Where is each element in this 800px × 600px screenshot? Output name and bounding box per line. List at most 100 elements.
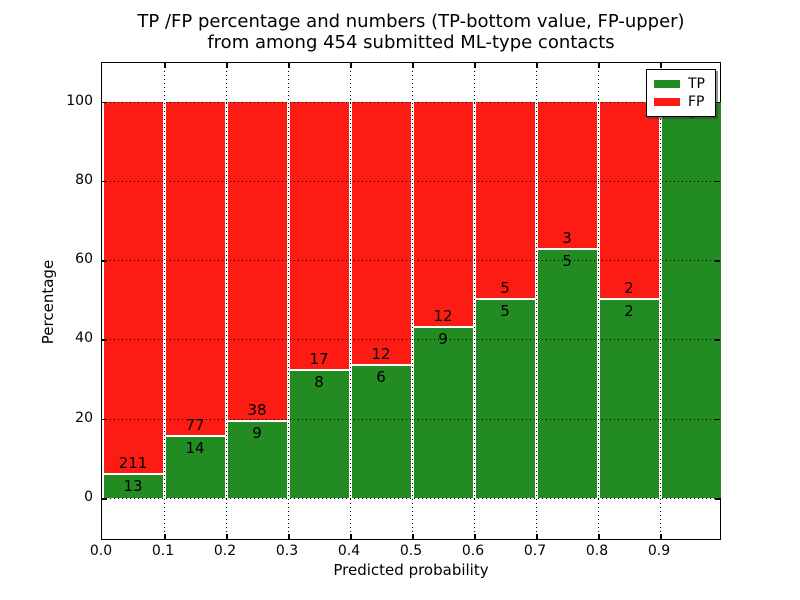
x-tick-label: 0.0 (89, 543, 113, 559)
legend-item-fp: FP (654, 93, 709, 111)
fp-count-label: 5 (500, 278, 510, 297)
y-tick-left (102, 260, 107, 262)
x-tick-bottom (412, 534, 414, 539)
chart-title: TP /FP percentage and numbers (TP-bottom… (137, 11, 685, 32)
fp-count-label: 38 (247, 401, 267, 420)
bar-segment-fp (537, 101, 597, 249)
fp-count-label: 17 (309, 350, 329, 369)
v-gridline (412, 63, 413, 539)
bar-segment-tp (227, 422, 287, 498)
bar-segment-fp (599, 101, 659, 298)
fp-count-label: 12 (433, 307, 453, 326)
x-tick-top (536, 63, 538, 68)
x-tick-label: 0.7 (523, 543, 547, 559)
x-tick-label: 0.2 (213, 543, 237, 559)
tp-legend-label: TP (688, 76, 705, 92)
bar-segment-tp (103, 474, 163, 498)
fp-count-label: 77 (185, 416, 205, 434)
y-tick-label: 40 (75, 330, 93, 347)
y-tick-right (715, 260, 720, 262)
fp-count-label: 3 (562, 229, 572, 248)
y-tick-left (102, 418, 107, 421)
x-tick-top (474, 63, 476, 68)
x-tick-label: 0.3 (275, 543, 299, 559)
legend-item-tp: TP (654, 75, 709, 93)
bar-segment-tp (351, 365, 411, 498)
y-tick-label: 100 (66, 92, 93, 109)
tp-count-label: 13 (123, 476, 143, 495)
v-gridline (598, 63, 599, 539)
fp-legend-swatch (654, 98, 680, 106)
tp-count-label: 9 (252, 424, 262, 443)
y-tick-label: 60 (75, 251, 93, 268)
tp-legend-swatch (654, 80, 680, 88)
v-gridline (660, 63, 661, 539)
v-gridline (164, 63, 165, 539)
h-gridline (102, 418, 720, 420)
bar-segment-tp (289, 371, 349, 498)
x-tick-top (350, 63, 352, 68)
v-gridline (536, 63, 537, 539)
h-gridline (102, 339, 720, 341)
bar-segment-tp (475, 299, 535, 498)
tp-count-label: 9 (438, 330, 448, 349)
y-tick-right (715, 418, 720, 421)
y-tick-right (715, 180, 720, 183)
y-tick-label: 0 (84, 489, 93, 505)
x-tick-bottom (350, 534, 352, 539)
fp-count-label: 2 (624, 278, 634, 297)
tp-count-label: 5 (500, 301, 510, 320)
bar-segment-fp (103, 101, 163, 473)
h-gridline (102, 260, 720, 262)
bar-segment-tp (661, 101, 721, 498)
x-tick-label: 0.6 (461, 543, 485, 559)
h-gridline (102, 180, 720, 182)
x-tick-label: 0.4 (337, 543, 361, 559)
bar-segment-tp (537, 250, 597, 498)
bar-segment-fp (351, 101, 411, 364)
x-tick-top (226, 63, 228, 68)
x-tick-top (660, 63, 662, 68)
tp-count-label: 2 (624, 301, 634, 320)
x-tick-label: 0.9 (647, 543, 671, 559)
y-tick-label: 80 (75, 171, 93, 188)
chart-title-block: TP /FP percentage and numbers (TP-bottom… (101, 11, 721, 53)
tp-count-label: 8 (314, 373, 324, 392)
y-axis-label: Percentage (39, 259, 57, 345)
plot-area: TP FP 21113771438917812612955352206 (101, 62, 721, 540)
y-tick-right (715, 339, 720, 341)
bar-segment-fp (413, 101, 473, 327)
fp-count-label: 12 (371, 344, 391, 363)
y-tick-label: 20 (75, 409, 93, 426)
bar-segment-tp (165, 437, 225, 498)
y-tick-left (102, 498, 107, 500)
y-tick-right (715, 498, 720, 500)
x-tick-label: 0.5 (399, 543, 423, 559)
bar-segment-tp (413, 328, 473, 498)
chart-subtitle: from among 454 submitted ML-type contact… (207, 32, 615, 53)
v-gridline (288, 63, 289, 539)
y-tick-right (715, 101, 720, 103)
y-tick-left (102, 101, 107, 103)
y-tick-left (102, 339, 107, 341)
x-tick-bottom (288, 534, 290, 539)
bar-segment-fp (289, 101, 349, 370)
v-gridline (474, 63, 475, 539)
fp-count-label: 211 (118, 453, 148, 472)
tp-count-label: 5 (562, 252, 572, 271)
bar-segment-fp (165, 101, 225, 435)
bar-segment-fp (475, 101, 535, 298)
h-gridline (102, 498, 720, 499)
h-gridline (102, 101, 720, 103)
tp-count-label: 6 (376, 367, 386, 386)
y-tick-left (102, 180, 107, 183)
v-gridline (226, 63, 227, 539)
fp-legend-label: FP (688, 94, 705, 110)
x-tick-top (598, 63, 600, 68)
x-tick-bottom (660, 534, 662, 539)
tp-count-label: 14 (185, 439, 205, 457)
x-tick-top (288, 63, 290, 68)
legend: TP FP (646, 69, 716, 117)
x-tick-bottom (474, 534, 476, 539)
